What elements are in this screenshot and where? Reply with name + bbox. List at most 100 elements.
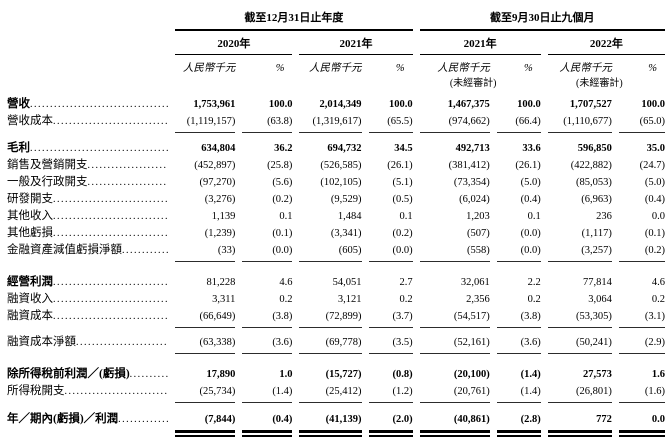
- row-label-cell: 營收成本: [7, 113, 168, 130]
- year-label: 2021年: [419, 36, 541, 55]
- year-label: 2021年: [299, 36, 413, 55]
- dot-leader: [53, 209, 168, 225]
- cell-value: (3.8): [520, 311, 541, 322]
- section-rule: [299, 353, 362, 354]
- cell-value: 0.2: [527, 294, 541, 305]
- cell-value: (3.6): [272, 337, 293, 348]
- row-label-cell: 融資成本: [7, 308, 168, 325]
- cell-value: 35.0: [646, 143, 665, 154]
- cell-value: (73,354): [453, 177, 490, 188]
- cell-value: (33): [217, 245, 236, 256]
- cell-value: (3.5): [392, 337, 413, 348]
- cell-value: (26.1): [515, 160, 541, 171]
- cell-value: 1,484: [337, 211, 362, 222]
- cell-value: (65.5): [387, 116, 413, 127]
- row-label: 銷售及營銷開支: [7, 159, 88, 171]
- cell-value: 772: [596, 414, 612, 425]
- cell-value: (25,734): [199, 386, 236, 397]
- cell-value: 2.2: [527, 277, 541, 288]
- section-rule: [242, 402, 293, 403]
- cell-value: (25.8): [267, 160, 293, 171]
- header-unaudited-row: (未經審計) (未經審計): [7, 77, 665, 91]
- row-label-cell: 金融資產減值虧損淨額: [7, 242, 168, 259]
- dot-leader: [53, 309, 168, 325]
- row-label: 毛利: [7, 142, 30, 154]
- dot-leader: [118, 412, 168, 428]
- cell-value: (1.4): [520, 386, 541, 397]
- cell-value: (6,963): [581, 194, 612, 205]
- cell-value: 77,814: [582, 277, 612, 288]
- cell-value: (53,305): [575, 311, 612, 322]
- double-rule: [618, 430, 665, 437]
- cell-value: 100.0: [641, 99, 665, 110]
- cell-value: (422,882): [570, 160, 612, 171]
- section-rule-row: [7, 400, 665, 404]
- section-rule: [419, 132, 490, 133]
- section-gap: [7, 263, 665, 274]
- section-rule-row: [7, 130, 665, 134]
- cell-value: 3,121: [337, 294, 362, 305]
- cell-value: 1,707,527: [569, 99, 612, 110]
- cell-value: 3,064: [588, 294, 612, 305]
- cell-value: 33.6: [522, 143, 541, 154]
- row-label-cell: 年／期內(虧損)／利潤: [7, 411, 168, 428]
- section-rule: [496, 327, 541, 328]
- cell-value: (3,257): [581, 245, 612, 256]
- header-period-row: 截至12月31日止年度 截至9月30日止九個月: [7, 10, 665, 31]
- cell-value: (97,270): [199, 177, 236, 188]
- table-row: 金融資產減值虧損淨額 (33) (0.0) (605) (0.0) (558) (0.0) (…: [7, 242, 665, 259]
- cell-value: (69,778): [325, 337, 362, 348]
- section-rule: [368, 327, 413, 328]
- cell-value: (1,110,677): [563, 116, 612, 127]
- table-row: 所得稅開支 (25,734) (1.4) (25,412) (1.2) (20,761) (…: [7, 383, 665, 400]
- cell-value: (3.8): [272, 311, 293, 322]
- cell-value: (0.1): [644, 228, 665, 239]
- section-rule: [496, 261, 541, 262]
- table-row: 融資成本淨額 (63,338) (3.6) (69,778) (3.5) (52,161)…: [7, 334, 665, 351]
- percent-label: %: [275, 63, 285, 74]
- row-label-cell: 經營利潤: [7, 274, 168, 291]
- cell-value: 596,850: [577, 143, 612, 154]
- row-label: 除所得稅前利潤／(虧損): [7, 368, 130, 380]
- cell-value: (63,338): [199, 337, 236, 348]
- cell-value: 54,051: [332, 277, 362, 288]
- row-label: 研發開支: [7, 193, 53, 205]
- table-row: 研發開支 (3,276) (0.2) (9,529) (0.5) (6,024) (0.4)…: [7, 191, 665, 208]
- cell-value: (5.1): [392, 177, 413, 188]
- cell-value: (0.8): [392, 369, 413, 380]
- cell-value: (26,801): [575, 386, 612, 397]
- cell-value: 236: [596, 211, 612, 222]
- section-rule: [618, 353, 665, 354]
- cell-value: (50,241): [575, 337, 612, 348]
- cell-value: (6,024): [459, 194, 490, 205]
- cell-value: 1,139: [211, 211, 236, 222]
- double-rule: [547, 430, 612, 437]
- section-rule: [242, 132, 293, 133]
- cell-value: 100.0: [388, 99, 413, 110]
- cell-value: 81,228: [206, 277, 236, 288]
- row-label-cell: 所得稅開支: [7, 383, 168, 400]
- cell-value: (66.4): [515, 116, 541, 127]
- section-rule: [496, 353, 541, 354]
- table-row: 其他收入 1,139 0.1 1,484 0.1 1,203 0.1 236 0.0: [7, 208, 665, 225]
- cell-value: (20,761): [453, 386, 490, 397]
- table-row: 其他虧損 (1,239) (0.1) (3,341) (0.2) (507) (0.0) (1…: [7, 225, 665, 242]
- table-row: 銷售及營銷開支 (452,897) (25.8) (526,585) (26.1) (38…: [7, 157, 665, 174]
- table-header: 截至12月31日止年度 截至9月30日止九個月 2020年 2021年 2021年 202…: [7, 10, 665, 96]
- section-rule: [419, 402, 490, 403]
- section-rule: [419, 327, 490, 328]
- cell-value: (974,662): [448, 116, 490, 127]
- section-rule: [175, 132, 236, 133]
- section-rule: [547, 353, 612, 354]
- cell-value: (72,899): [325, 311, 362, 322]
- cell-value: 4.6: [279, 277, 293, 288]
- row-label-cell: 營收: [7, 96, 168, 113]
- cell-value: (40,861): [453, 414, 490, 425]
- percent-label: %: [395, 63, 405, 74]
- table-row: 除所得稅前利潤／(虧損) 17,890 1.0 (15,727) (0.8) (20,10…: [7, 366, 665, 383]
- dot-leader: [122, 243, 168, 259]
- section-rule: [368, 261, 413, 262]
- unaudited-label: (未經審計): [576, 78, 623, 89]
- cell-value: (507): [466, 228, 490, 239]
- cell-value: 0.0: [651, 414, 665, 425]
